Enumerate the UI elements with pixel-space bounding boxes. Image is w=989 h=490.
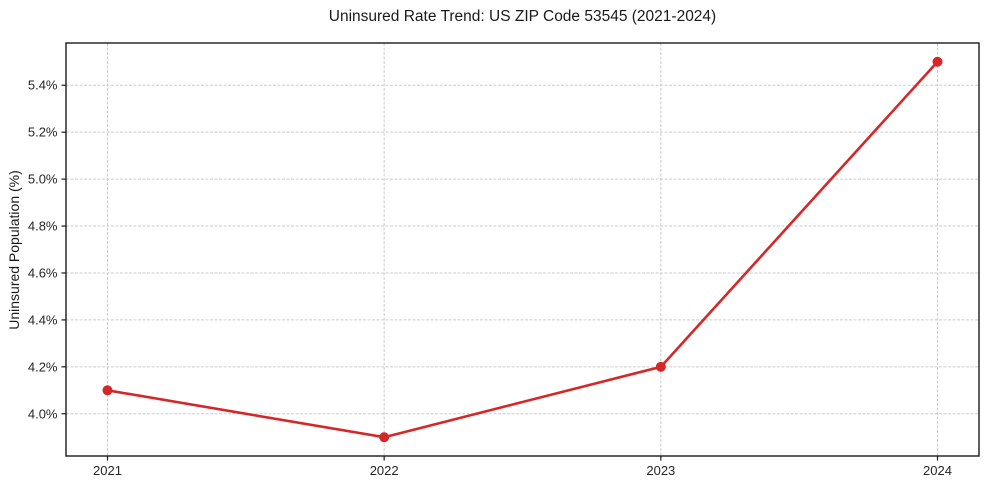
data-point-2022	[379, 432, 390, 443]
x-tick-label: 2024	[923, 463, 952, 478]
y-tick-label: 5.4%	[28, 78, 58, 93]
y-tick-label: 4.0%	[28, 406, 58, 421]
x-tick-label: 2023	[646, 463, 675, 478]
data-point-2023	[655, 361, 666, 372]
y-tick-label: 5.2%	[28, 125, 58, 140]
chart-title: Uninsured Rate Trend: US ZIP Code 53545 …	[328, 8, 717, 25]
y-tick-label: 4.6%	[28, 265, 58, 280]
data-point-2021	[102, 385, 113, 396]
trend-line	[106, 60, 939, 439]
y-tick-label: 4.2%	[28, 359, 58, 374]
data-point-2024	[932, 56, 943, 67]
x-tick-label: 2021	[93, 463, 122, 478]
x-tick-label: 2022	[370, 463, 399, 478]
y-tick-label: 4.8%	[28, 219, 58, 234]
y-tick-label: 4.4%	[28, 312, 58, 327]
plot-border	[65, 42, 980, 457]
y-tick-label: 5.0%	[28, 172, 58, 187]
